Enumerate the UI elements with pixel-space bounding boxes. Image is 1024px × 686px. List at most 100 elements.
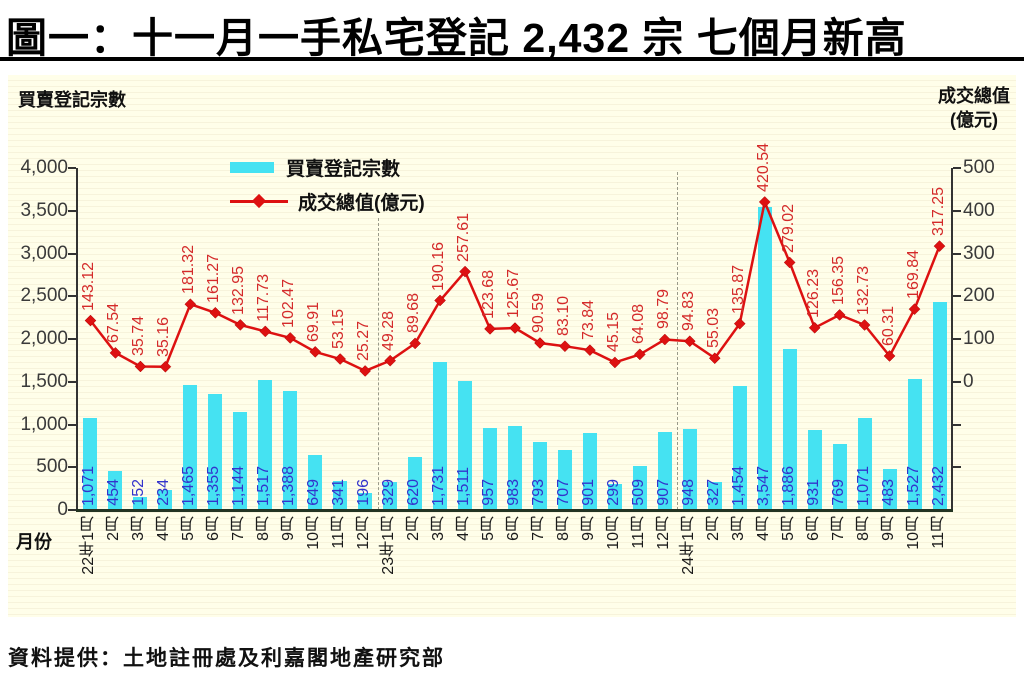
bar-value-label: 1,517 [255,465,273,506]
line-value-label: 53.15 [330,308,348,350]
bar-value-label: 901 [579,479,597,506]
x-axis-category-label: 9月 [879,516,897,541]
bar-value-label: 983 [505,479,522,506]
x-axis-category-label: 3月 [130,516,148,541]
x-axis-category-label: 11月 [929,516,947,549]
line-value-label: 98.79 [654,289,672,330]
bar-value-label: 341 [330,479,348,506]
bar [582,432,597,509]
left-axis-tick [68,466,76,469]
right-axis-tick-label: 200 [963,285,995,307]
year-separator-line [377,218,379,510]
left-axis-tick-label: 1,500 [20,370,68,392]
year-separator-line [677,172,679,510]
bar [308,454,323,509]
bar [832,444,847,509]
left-axis-line [76,168,78,512]
right-axis-tick-label: 500 [963,157,995,178]
bar-value-label: 620 [405,479,423,506]
x-axis-category-label: 4月 [754,516,772,541]
x-axis-category-label: 3月 [729,516,747,541]
right-axis-tick-label: 400 [963,199,995,221]
left-axis-tick-label: 3,500 [20,199,68,221]
bar-value-label: 948 [679,479,697,506]
line-value-label: 420.54 [754,143,772,192]
data-source-note: 資料提供：土地註冊處及利嘉閣地產研究部 [8,647,445,670]
bar [283,391,298,509]
bar-value-label: 509 [629,479,647,506]
bar [857,418,872,509]
bar [108,471,123,509]
left-axis-tick [68,209,76,212]
left-axis-tick-label: 500 [36,456,68,478]
line-value-label: 257.61 [455,212,473,262]
line-value-label: 73.84 [579,300,597,341]
x-axis-category-label: 7月 [529,516,547,541]
line-value-label: 190.16 [430,241,448,291]
legend-item-registrations: 買賣登記宗數 [230,150,425,184]
bar [458,380,473,509]
left-axis-tick [68,380,76,383]
bar [183,384,198,509]
bar [732,385,747,509]
bar-value-label: 327 [704,479,722,506]
bar-value-label: 2,432 [929,465,947,506]
bar [607,484,622,509]
right-axis-tick-label: 0 [963,370,974,392]
right-axis-tick [953,252,961,255]
line-value-label: 317.25 [929,187,947,237]
x-axis-category-label: 11月 [330,516,348,549]
bar-value-label: 152 [130,479,148,506]
bar [258,380,273,509]
left-axis-tick-label: 2,000 [20,328,68,349]
right-axis-title-line1: 成交總值 [938,86,1010,106]
line-swatch-icon [230,193,288,208]
x-axis-category-label: 8月 [255,516,273,541]
legend-label: 成交總值(億元) [298,192,425,214]
x-axis-category-label: 10月 [904,516,922,550]
line-value-label: 69.91 [305,301,323,342]
line-value-label: 181.32 [180,245,198,295]
right-axis-tick [953,295,961,298]
right-axis-tick [953,338,961,340]
bar-value-label: 957 [480,479,498,506]
x-axis-category-label: 10月 [604,516,622,550]
bar-value-label: 707 [554,479,572,506]
left-axis-tick-label: 2,500 [20,285,68,307]
bar [83,418,98,509]
left-axis-tick-label: 0 [57,499,68,520]
bar-value-label: 1,454 [729,465,747,506]
line-value-label: 102.47 [280,279,298,328]
bar-value-label: 196 [355,479,373,506]
x-axis-category-label: 8月 [854,516,872,541]
bar [233,412,248,509]
right-axis-title-line2: (億元) [950,110,998,131]
bar [882,468,897,509]
right-axis-tick [953,380,961,383]
bar [208,394,223,509]
line-value-label: 123.68 [480,269,498,319]
bar [782,348,797,509]
line-value-label: 117.73 [255,273,273,322]
x-axis-category-label: 6月 [804,516,822,541]
line-value-label: 60.31 [879,305,897,346]
x-axis-category-label: 10月 [305,516,323,550]
bar-value-label: 1,388 [280,465,298,506]
line-value-label: 25.27 [355,320,373,361]
x-axis-category-label: 9月 [280,516,298,541]
line-value-label: 90.59 [529,292,547,334]
line-value-label: 83.10 [554,296,572,337]
x-axis-category-label: 7月 [230,516,248,541]
bar-value-label: 931 [804,479,822,506]
bar-value-label: 1,527 [904,465,922,506]
left-axis-tick [68,509,76,511]
right-axis-title: 成交總值 (億元) [938,84,1010,133]
bar-value-label: 1,071 [80,465,98,506]
bar [532,442,547,509]
line-value-label: 64.08 [629,304,647,345]
bar-value-label: 649 [305,479,323,506]
bar [158,489,173,509]
x-axis-category-label: 5月 [180,516,198,541]
bar [707,482,722,509]
right-axis-tick [953,466,961,469]
